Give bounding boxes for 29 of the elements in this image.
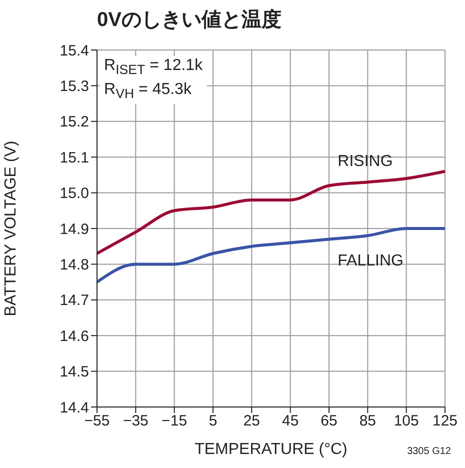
x-tick-label: 45 (282, 412, 299, 430)
y-tick-label: 15.4 (60, 42, 89, 60)
text: 3305 G12 (407, 446, 451, 457)
y-tick-label: 15.3 (60, 78, 89, 96)
x-tick-label: 85 (359, 412, 376, 430)
line-series (97, 227, 445, 284)
x-tick-label: 5 (208, 412, 218, 430)
y-tick-label: 14.7 (60, 292, 89, 310)
y-axis-title: BATTERY VOLTAGE (V) (2, 140, 20, 316)
y-tick-label: 15.1 (60, 149, 89, 166)
y-tick-label: 15.2 (60, 114, 89, 131)
x-tick-label: 105 (394, 412, 419, 430)
chart-title: 0Vのしきい値と温度 (97, 8, 282, 33)
series-label: RISING (338, 153, 393, 170)
x-tick-label: −35 (122, 412, 148, 430)
x-tick-label: 65 (320, 412, 338, 430)
x-axis-title: TEMPERATURE (°C) (194, 441, 348, 458)
y-tick-label: 14.5 (60, 364, 89, 381)
line-series (97, 170, 445, 255)
series-label: FALLING (338, 252, 404, 270)
y-tick-label: 15.0 (60, 185, 89, 202)
x-tick-label: 125 (432, 412, 458, 430)
annotation: R$_{ISET}$ = 12.1k (104, 56, 203, 80)
x-tick-label: 25 (243, 412, 260, 430)
y-tick-label: 14.6 (60, 328, 89, 345)
x-tick-label: −15 (162, 412, 188, 430)
annotation: R$_{VH}$ = 45.3k (104, 80, 192, 104)
y-tick-label: 14.8 (60, 256, 89, 274)
y-tick-label: 14.9 (60, 220, 89, 238)
